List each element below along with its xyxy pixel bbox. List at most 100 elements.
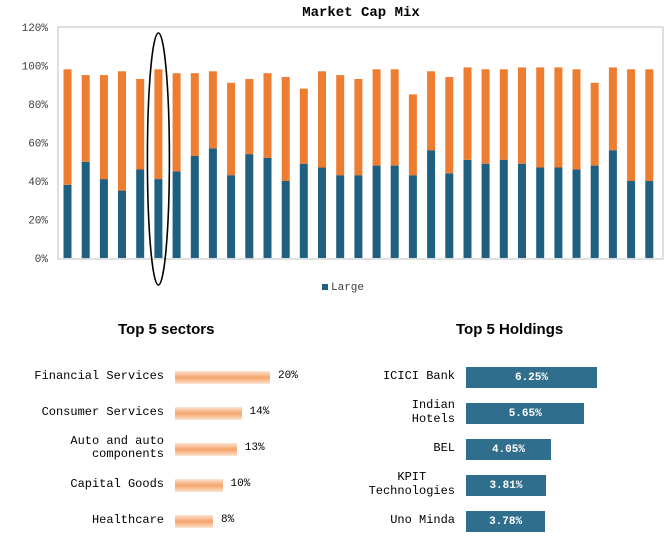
bar-segment-other [190,73,199,156]
bar-segment-other [299,88,308,164]
holding-label: BEL [433,441,455,455]
bar-segment-large [536,167,545,258]
sector-bar [175,515,213,528]
holding-label: ICICI Bank [382,369,455,383]
bar-segment-other [263,73,272,158]
holding-bar: 4.05% [466,439,551,460]
bar-segment-large [499,159,508,258]
bar-segment-other [536,67,545,168]
bar-segment-large [99,179,108,258]
bar-segment-other [118,71,126,191]
holding-bar: 6.25% [466,367,597,388]
sector-label: Auto and auto components [70,434,164,461]
bar-segment-large [608,150,617,258]
bar-segment-large [190,156,199,258]
bar-segment-large [572,169,581,258]
bar-segment-other [154,69,163,179]
holding-label: Uno Minda [390,513,455,527]
legend-swatch-large [322,284,328,290]
bar-segment-other [172,73,181,172]
bar-segment-large [281,181,290,258]
bar-segment-large [554,167,563,258]
bar-segment-large [227,175,236,258]
bar-segment-other [227,82,236,176]
bar-segment-large [354,175,363,258]
bar-segment-other [427,71,436,151]
stacked-bars [63,67,654,259]
bar-segment-other [554,67,563,168]
bar-segment-large [172,171,181,258]
bar-segment-other [481,69,490,164]
chart-title: Market Cap Mix [302,5,420,21]
bar-segment-large [518,163,526,258]
bar-segment-other [99,75,108,180]
bar-segment-large [408,175,417,258]
sector-label: Financial Services [34,368,164,383]
sector-label: Consumer Services [41,404,164,419]
bar-segment-other [627,69,636,181]
bar-segment-other [408,94,417,176]
y-axis: 0% 20% 40% 60% 80% 100% 120% [22,23,49,266]
bar-segment-large [245,154,254,259]
bar-segment-large [390,165,399,258]
bar-segment-large [372,165,381,258]
sector-label: Capital Goods [70,476,164,491]
bar-segment-large [627,181,636,258]
bar-segment-large [445,173,454,258]
holding-bar: 5.65% [466,403,585,424]
bar-segment-other [463,67,472,160]
bar-segment-other [136,79,145,170]
bar-segment-large [299,163,308,258]
bar-segment-large [208,148,217,258]
bar-segment-large [154,179,163,258]
bar-segment-large [463,159,472,258]
bar-segment-other [245,79,254,155]
holdings-title: Top 5 Holdings [456,321,564,338]
bar-segment-large [263,157,272,258]
bar-segment-large [63,184,72,258]
sector-bar [175,371,270,384]
bar-segment-other [499,69,508,160]
bar-segment-large [318,167,326,258]
bar-segment-other [645,69,654,181]
sector-bar [175,479,223,492]
bar-segment-other [281,77,290,181]
bar-segment-large [481,163,490,258]
highlight-ellipse [146,32,171,286]
sectors-title: Top 5 sectors [118,321,215,338]
y-tick-label: 60% [28,139,48,151]
bar-segment-other [81,75,90,162]
bar-segment-large [136,169,145,258]
sector-value-label: 8% [221,514,235,526]
bar-segment-other [63,69,72,185]
bar-segment-large [590,165,599,258]
sector-label: Healthcare [91,512,164,527]
bar-segment-other [518,67,526,164]
bar-segment-large [81,161,90,259]
holding-bar: 3.78% [466,511,546,532]
sector-value-label: 10% [230,478,251,490]
holding-label: KPIT Technologies [368,470,455,498]
bar-segment-other [336,75,345,176]
bar-segment-large [118,190,126,258]
market-cap-mix-chart: 0% 20% 40% 60% 80% 100% 120% Market Cap Mix La… [22,5,664,294]
legend-label-large: Large [331,282,364,294]
bar-segment-other [318,71,326,168]
sector-bar [175,443,237,456]
y-tick-label: 80% [28,100,48,112]
sector-bar [175,407,242,420]
holding-bar: 3.81% [466,475,546,496]
bar-segment-large [645,181,654,258]
y-tick-label: 100% [22,62,49,74]
bar-segment-other [590,82,599,166]
bar-segment-other [208,71,217,149]
bar-segment-other [372,69,381,166]
y-tick-label: 40% [28,177,48,189]
y-tick-label: 0% [35,254,49,266]
bar-segment-large [336,175,345,258]
bar-segment-other [354,79,363,176]
bar-segment-other [445,77,454,174]
sector-value-label: 13% [244,442,265,454]
sector-value-label: 20% [278,370,298,382]
bar-segment-large [427,150,436,258]
